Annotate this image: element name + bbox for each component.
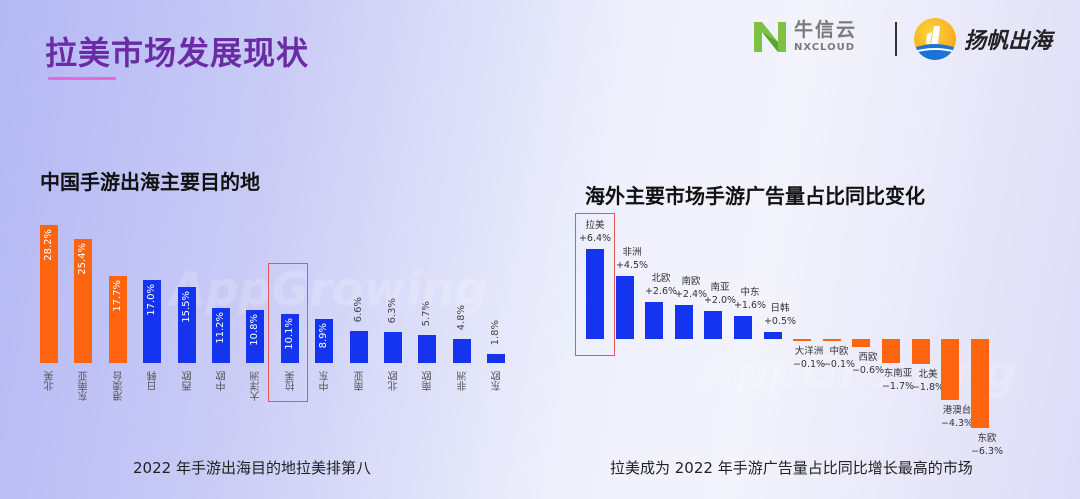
- left-bar: [143, 280, 161, 363]
- left-bar-value: 11.2%: [215, 312, 226, 344]
- right-bar: [764, 332, 782, 339]
- right-bar: [912, 339, 930, 364]
- right-bar-label: 大洋洲 −0.1%: [792, 346, 826, 370]
- left-bar-value: 28.2%: [43, 229, 54, 261]
- left-category-label: 南亚: [355, 371, 366, 391]
- right-bar-label: 中东 +1.6%: [733, 287, 767, 311]
- left-chart-caption: 2022 年手游出海目的地拉美排第八: [133, 459, 371, 477]
- right-bar: [852, 339, 870, 347]
- right-bar-label: 中欧 −0.1%: [822, 346, 856, 370]
- right-chart-title: 海外主要市场手游广告量占比同比变化: [585, 184, 925, 208]
- left-category-label: 中欧: [217, 371, 228, 391]
- left-category-label: 南欧: [423, 371, 434, 391]
- left-bar: [178, 287, 196, 363]
- left-category-label: 中东: [320, 371, 331, 391]
- nxcloud-subtitle: NXCLOUD: [794, 42, 855, 53]
- left-bar-value: 6.3%: [387, 298, 398, 324]
- right-bar-label: 南欧 +2.4%: [674, 276, 708, 300]
- right-bar-label: 非洲 +4.5%: [615, 247, 649, 271]
- right-bar: [793, 339, 811, 341]
- right-bar: [586, 249, 604, 339]
- left-bar-value: 8.9%: [318, 323, 329, 349]
- right-bar: [971, 339, 989, 428]
- right-bar-label: 东南亚 −1.7%: [881, 368, 915, 392]
- title-underline: [48, 77, 116, 80]
- right-chart-caption: 拉美成为 2022 年手游广告量占比同比增长最高的市场: [610, 459, 973, 477]
- left-bar: [74, 239, 92, 363]
- watermark-right: AppGrowing: [700, 345, 1018, 399]
- left-category-label: 日韩: [148, 371, 159, 391]
- right-bar-label: 东欧 −6.3%: [970, 433, 1004, 457]
- yangfan-name: 扬帆出海: [964, 29, 1053, 54]
- right-bar: [675, 305, 693, 339]
- left-category-label: 东欧: [492, 371, 503, 391]
- left-bar: [418, 335, 436, 363]
- right-bar: [882, 339, 900, 363]
- right-bar: [941, 339, 959, 400]
- nxcloud-logo-icon: [752, 20, 788, 54]
- yangfan-logo-icon: [914, 18, 956, 60]
- left-bar-value: 1.8%: [490, 320, 501, 346]
- right-bar: [645, 302, 663, 339]
- watermark: AppGrowing: [170, 262, 488, 316]
- left-bar: [281, 314, 299, 363]
- left-highlight-box: [268, 263, 308, 402]
- left-bar: [212, 308, 230, 363]
- right-bar-label: 日韩 +0.5%: [763, 303, 797, 327]
- left-bar-value: 4.8%: [456, 305, 467, 331]
- right-bar-label: 南亚 +2.0%: [703, 282, 737, 306]
- right-bar-label: 西欧 −0.6%: [851, 352, 885, 376]
- left-chart-title: 中国手游出海主要目的地: [40, 170, 260, 194]
- left-category-label: 非洲: [458, 371, 469, 391]
- left-category-label: 东南亚: [79, 371, 90, 401]
- left-bar-value: 6.6%: [353, 297, 364, 323]
- left-bar: [487, 354, 505, 363]
- right-bar-label: 拉美 +6.4%: [578, 220, 612, 244]
- right-bar: [616, 276, 634, 339]
- left-category-label: 大洋洲: [251, 371, 262, 401]
- right-bar-label: 北欧 +2.6%: [644, 273, 678, 297]
- left-category-label: 西欧: [183, 371, 194, 391]
- nxcloud-name: 牛信云: [794, 19, 858, 41]
- left-bar-value: 10.8%: [249, 314, 260, 346]
- left-bar-value: 5.7%: [421, 301, 432, 327]
- right-bar-label: 北美 −1.8%: [911, 369, 945, 393]
- left-category-label: 北欧: [389, 371, 400, 391]
- page-title: 拉美市场发展现状: [45, 34, 310, 72]
- left-bar: [315, 319, 333, 363]
- left-category-label: 北美: [45, 371, 56, 391]
- yangfan-logo: 扬帆出海: [914, 18, 1052, 60]
- left-bar: [109, 276, 127, 363]
- right-bar: [734, 316, 752, 339]
- left-bar-value: 15.5%: [181, 291, 192, 323]
- right-highlight-box: [575, 213, 615, 356]
- logo-divider: [895, 22, 897, 56]
- nxcloud-logo: 牛信云 NXCLOUD: [752, 20, 857, 54]
- left-category-label: 港澳台: [114, 371, 125, 401]
- left-bar: [384, 332, 402, 363]
- right-bar: [704, 311, 722, 339]
- left-bar: [246, 310, 264, 363]
- left-bar-value: 25.4%: [77, 243, 88, 275]
- right-bar-label: 港澳台 −4.3%: [940, 405, 974, 429]
- right-bar: [823, 339, 841, 341]
- left-bar: [453, 339, 471, 363]
- left-bar-value: 17.0%: [146, 284, 157, 316]
- left-bar: [40, 225, 58, 363]
- left-bar: [350, 331, 368, 363]
- left-bar-value: 17.7%: [112, 280, 123, 312]
